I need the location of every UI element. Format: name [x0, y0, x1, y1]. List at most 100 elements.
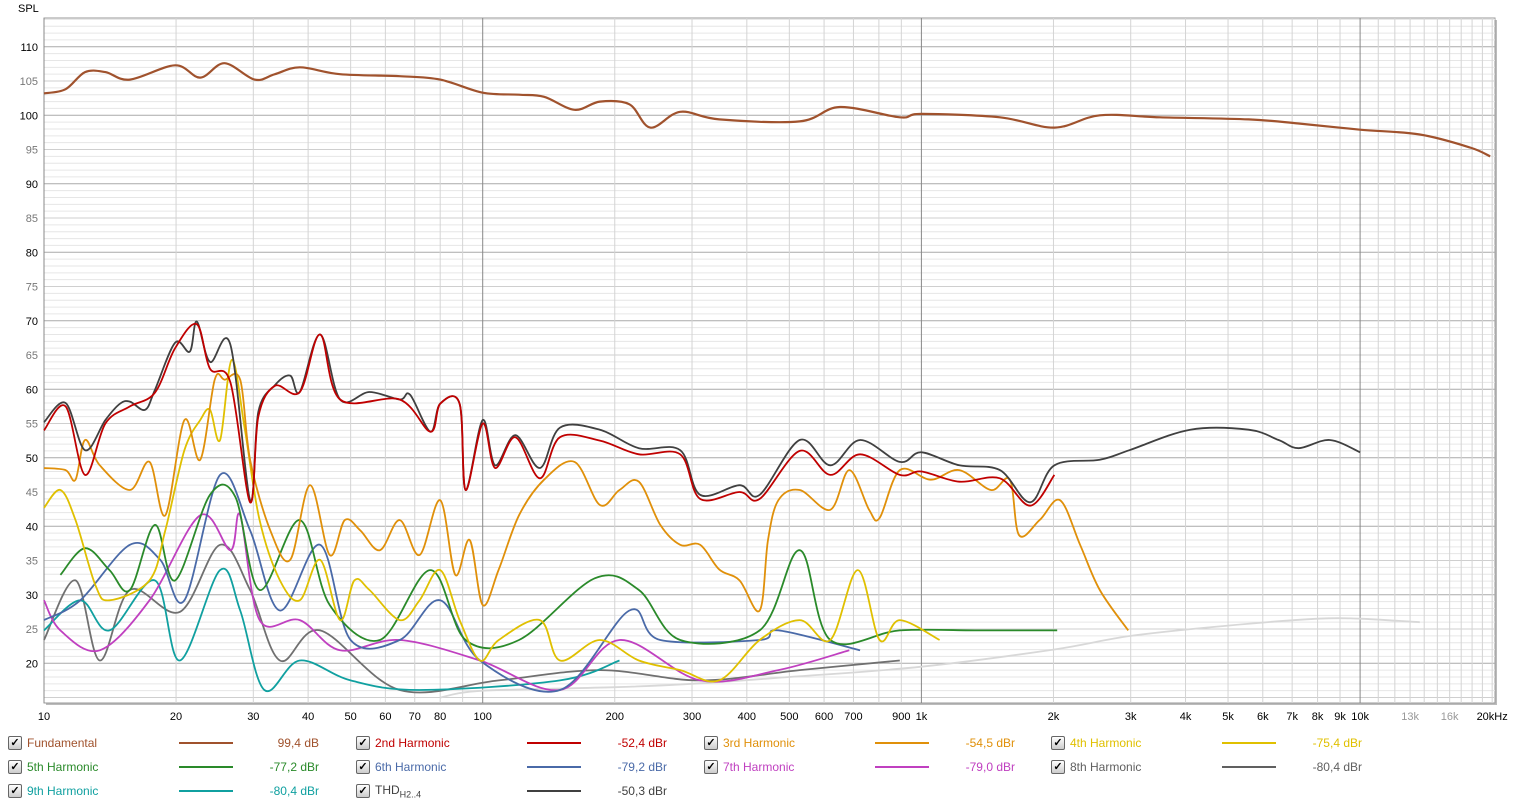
- legend-value: -80,4 dBr: [269, 784, 319, 798]
- x-tick-label: 600: [815, 711, 833, 723]
- x-tick-label: 10: [38, 711, 50, 723]
- legend-label-text: 9th Harmonic: [27, 784, 99, 798]
- series-7th-harmonic: [43, 512, 850, 692]
- series-faded-tail: [440, 617, 1420, 699]
- legend-label-text: 8th Harmonic: [1070, 760, 1142, 774]
- legend-item: ✓ 8th Harmonic -80,4 dBr: [1051, 757, 1363, 777]
- x-tick-label: 13k: [1401, 711, 1419, 723]
- legend-value: -52,4 dBr: [617, 736, 667, 750]
- legend-line-sample: [179, 742, 233, 744]
- y-tick-label: 20: [26, 658, 38, 670]
- legend-checkbox-6th-harmonic[interactable]: ✓: [356, 760, 370, 774]
- legend-item: ✓ 3rd Harmonic -54,5 dBr: [704, 733, 1016, 753]
- legend-label: 6th Harmonic: [375, 760, 527, 774]
- series-6th-harmonic: [43, 472, 861, 693]
- chart-svg: SPL 20 25 30 35 40 45 50 55 60 65 70 75 80 85 90 95 100 10…: [18, 3, 1508, 723]
- x-tick-label: 5k: [1222, 711, 1234, 723]
- legend-value: -79,0 dBr: [965, 760, 1015, 774]
- x-tick-label: 10k: [1351, 711, 1369, 723]
- series-2nd-harmonic: [43, 322, 1056, 507]
- legend-checkbox-thd[interactable]: ✓: [356, 784, 370, 798]
- x-tick-label: 16k: [1441, 711, 1459, 723]
- legend-line-sample: [527, 766, 581, 768]
- legend-line-sample: [1222, 742, 1276, 744]
- legend-checkbox-4th-harmonic[interactable]: ✓: [1051, 736, 1065, 750]
- legend-label-text: 7th Harmonic: [723, 760, 795, 774]
- x-tick-label: 3k: [1125, 711, 1137, 723]
- series-4th-harmonic: [43, 358, 941, 683]
- series-fundamental: [43, 62, 1491, 158]
- x-tick-label: 7k: [1286, 711, 1298, 723]
- y-tick-label: 30: [26, 590, 38, 602]
- legend-line-sample: [875, 766, 929, 768]
- x-tick-label: 8k: [1312, 711, 1324, 723]
- x-tick-label: 50: [345, 711, 357, 723]
- legend-item: ✓ 5th Harmonic -77,2 dBr: [8, 757, 320, 777]
- legend-value: -54,5 dBr: [965, 736, 1015, 750]
- y-tick-label: 85: [26, 213, 38, 225]
- legend-line-sample: [875, 742, 929, 744]
- x-tick-label: 500: [780, 711, 798, 723]
- legend-item: ✓ 4th Harmonic -75,4 dBr: [1051, 733, 1363, 753]
- series-9th-harmonic: [43, 567, 620, 693]
- legend-checkbox-fundamental[interactable]: ✓: [8, 736, 22, 750]
- legend-item: ✓ 2nd Harmonic -52,4 dBr: [356, 733, 668, 753]
- x-tick-label: 9k: [1334, 711, 1346, 723]
- legend-item: ✓ 6th Harmonic -79,2 dBr: [356, 757, 668, 777]
- x-tick-label: 4k: [1180, 711, 1192, 723]
- legend-line-sample: [527, 742, 581, 744]
- y-tick-label: 80: [26, 247, 38, 259]
- x-tick-label: 60: [379, 711, 391, 723]
- legend-label-text: THD: [375, 782, 400, 797]
- legend-label: 8th Harmonic: [1070, 760, 1222, 774]
- legend-checkbox-8th-harmonic[interactable]: ✓: [1051, 760, 1065, 774]
- x-tick-label: 80: [434, 711, 446, 723]
- x-tick-label: 400: [738, 711, 756, 723]
- x-tick-label: 6k: [1257, 711, 1269, 723]
- legend-line-sample: [1222, 766, 1276, 768]
- y-tick-label: 50: [26, 453, 38, 465]
- legend-label-text: 6th Harmonic: [375, 760, 447, 774]
- legend-label-text: 2nd Harmonic: [375, 736, 450, 750]
- legend-item: ✓ 7th Harmonic -79,0 dBr: [704, 757, 1016, 777]
- legend-line-sample: [527, 790, 581, 792]
- legend-value: -80,4 dBr: [1312, 760, 1362, 774]
- y-tick-label: 75: [26, 282, 38, 294]
- series-8th-harmonic: [43, 543, 900, 694]
- legend-checkbox-3rd-harmonic[interactable]: ✓: [704, 736, 718, 750]
- x-tick-label: 20: [170, 711, 182, 723]
- legend-label-text: 5th Harmonic: [27, 760, 99, 774]
- x-tick-label: 700: [844, 711, 862, 723]
- y-tick-label: 70: [26, 316, 38, 328]
- legend-label-text: Fundamental: [27, 736, 98, 750]
- legend-checkbox-5th-harmonic[interactable]: ✓: [8, 760, 22, 774]
- legend-label: 4th Harmonic: [1070, 736, 1222, 750]
- x-tick-label: 20kHz: [1477, 711, 1508, 723]
- legend-item: ✓ THDH2..4 -50,3 dBr: [356, 781, 668, 801]
- legend-label-text: 3rd Harmonic: [723, 736, 796, 750]
- legend-checkbox-9th-harmonic[interactable]: ✓: [8, 784, 22, 798]
- y-tick-label: 40: [26, 521, 38, 533]
- legend-item: ✓ Fundamental 99,4 dB: [8, 733, 320, 753]
- legend-value: -79,2 dBr: [617, 760, 667, 774]
- x-tick-label: 100: [474, 711, 492, 723]
- legend-label: 2nd Harmonic: [375, 736, 527, 750]
- legend-label: 9th Harmonic: [27, 784, 179, 798]
- y-tick-label: 45: [26, 487, 38, 499]
- legend-checkbox-7th-harmonic[interactable]: ✓: [704, 760, 718, 774]
- x-tick-label: 70: [409, 711, 421, 723]
- x-tick-label: 40: [302, 711, 314, 723]
- y-tick-label: 55: [26, 419, 38, 431]
- series-5th-harmonic: [59, 483, 1058, 650]
- y-tick-label: 105: [20, 76, 38, 88]
- legend-checkbox-2nd-harmonic[interactable]: ✓: [356, 736, 370, 750]
- legend-value: -75,4 dBr: [1312, 736, 1362, 750]
- y-tick-label: 25: [26, 624, 38, 636]
- legend-value: -77,2 dBr: [269, 760, 319, 774]
- legend: ✓ Fundamental 99,4 dB ✓ 2nd Harmonic -52,4 dB…: [0, 733, 1516, 805]
- x-tick-label: 1k: [916, 711, 928, 723]
- legend-value: -50,3 dBr: [617, 784, 667, 798]
- legend-line-sample: [179, 790, 233, 792]
- legend-label: THDH2..4: [375, 783, 527, 799]
